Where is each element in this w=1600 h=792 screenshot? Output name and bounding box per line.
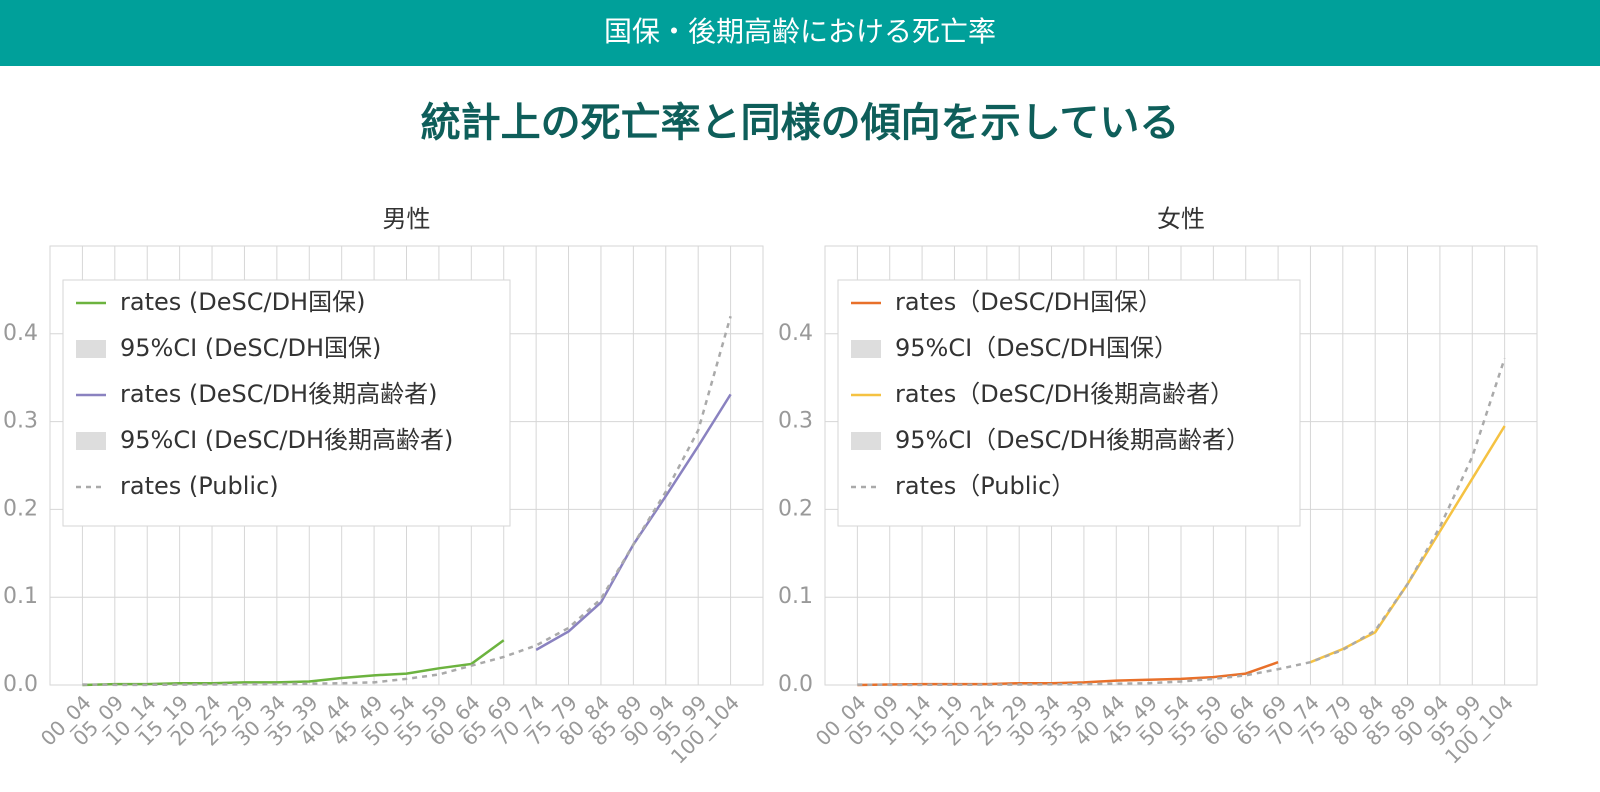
legend-label: rates (Public) xyxy=(120,472,279,500)
chart-title: 男性 xyxy=(383,205,431,233)
legend-label: 95%CI (DeSC/DH後期高齢者) xyxy=(120,426,453,454)
y-tick-label: 0.1 xyxy=(3,584,38,609)
series-line xyxy=(857,660,1279,687)
header-bar xyxy=(0,0,1600,66)
legend-swatch xyxy=(76,432,106,450)
y-tick-label: 0.4 xyxy=(778,321,813,346)
legend-label: rates（DeSC/DH国保） xyxy=(895,288,1162,316)
legend-label: rates (DeSC/DH国保) xyxy=(120,288,365,316)
plot-frame xyxy=(824,245,1538,686)
legend-box xyxy=(62,279,511,527)
y-tick-label: 0.1 xyxy=(778,584,813,609)
legend-box xyxy=(837,279,1301,527)
series-line xyxy=(857,357,1506,687)
y-tick-label: 0.3 xyxy=(778,409,813,434)
y-tick-label: 0.3 xyxy=(3,409,38,434)
legend-swatch xyxy=(76,340,106,358)
legend-swatch xyxy=(851,340,881,358)
plot-frame xyxy=(49,245,764,686)
y-tick-label: 0.0 xyxy=(778,672,813,697)
chart-title: 女性 xyxy=(1157,205,1205,233)
y-tick-label: 0.2 xyxy=(778,496,813,521)
legend-label: 95%CI（DeSC/DH国保） xyxy=(895,334,1178,362)
header-title: 国保・後期高齢における死亡率 xyxy=(604,15,996,48)
subtitle: 統計上の死亡率と同様の傾向を示している xyxy=(421,100,1180,146)
legend-label: 95%CI（DeSC/DH後期高齢者） xyxy=(895,426,1250,454)
y-tick-label: 0.4 xyxy=(3,321,38,346)
legend-swatch xyxy=(851,432,881,450)
legend-label: rates（Public） xyxy=(895,472,1075,500)
legend-label: 95%CI (DeSC/DH国保) xyxy=(120,334,381,362)
y-tick-label: 0.2 xyxy=(3,496,38,521)
series-line xyxy=(82,315,732,687)
y-tick-label: 0.0 xyxy=(3,672,38,697)
legend-label: rates（DeSC/DH後期高齢者） xyxy=(895,380,1234,408)
series-line xyxy=(82,639,505,687)
legend-label: rates (DeSC/DH後期高齢者) xyxy=(120,380,437,408)
